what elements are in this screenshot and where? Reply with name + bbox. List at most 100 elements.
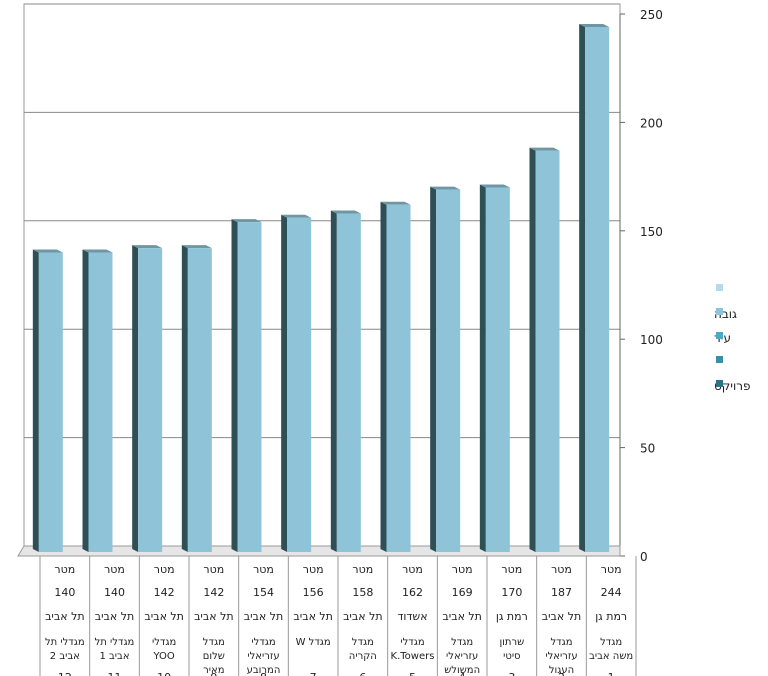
table-project-cell: עזריאלי: [446, 651, 478, 662]
legend-swatch: [716, 308, 723, 315]
bar-top: [479, 184, 510, 188]
table-unit-cell: מטר: [402, 563, 423, 576]
bar-top: [430, 186, 461, 190]
bar-side: [430, 186, 437, 552]
table-height-cell: 142: [203, 586, 224, 599]
bar: [436, 189, 461, 552]
bar-side: [181, 245, 188, 553]
x-category-label: 1: [608, 671, 615, 676]
table-project-cell: העגול: [549, 665, 574, 676]
table-project-cell: המרובע: [247, 665, 281, 676]
bar-side: [380, 201, 387, 552]
bar-side: [330, 210, 337, 552]
bar: [336, 213, 361, 552]
legend-item: עיר: [714, 326, 768, 350]
x-category-label: 11: [108, 671, 122, 676]
table-project-cell: המשולש: [444, 665, 480, 676]
table-project-cell: אביב 2: [50, 651, 80, 662]
table-height-cell: 140: [104, 586, 125, 599]
table-city-cell: רמת גן: [496, 610, 528, 623]
bar: [88, 252, 113, 553]
x-category-label: 12: [58, 671, 72, 676]
table-unit-cell: מטר: [501, 563, 522, 576]
table-project-cell: עזריאלי: [247, 651, 279, 662]
table-city-cell: תל אביב: [45, 610, 85, 623]
bar-top: [529, 147, 560, 151]
table-unit-cell: מטר: [154, 563, 175, 576]
legend-swatch: [716, 356, 723, 363]
bar-side: [231, 219, 238, 553]
table-unit-cell: מטר: [551, 563, 572, 576]
table-height-cell: 244: [601, 586, 622, 599]
table-project-cell: מגדל: [600, 637, 622, 648]
table-unit-cell: מטר: [203, 563, 224, 576]
x-category-label: 10: [157, 671, 171, 676]
table-unit-cell: מטר: [601, 563, 622, 576]
bar-side: [32, 249, 39, 553]
table-project-cell: מגדלי: [152, 637, 176, 648]
legend-swatch: [716, 284, 723, 291]
y-tick-label: 250: [640, 8, 663, 22]
x-category-label: 3: [508, 671, 515, 676]
legend-swatch: [716, 380, 723, 387]
bar-top: [132, 245, 163, 249]
bar: [585, 27, 610, 553]
table-unit-cell: מטר: [303, 563, 324, 576]
table-project-cell: מגדלי תל: [95, 637, 135, 648]
table-unit-cell: מטר: [253, 563, 274, 576]
table-project-cell: מגדל: [203, 637, 225, 648]
table-city-cell: תל אביב: [343, 610, 383, 623]
bar-side: [579, 24, 586, 553]
bar: [138, 248, 163, 553]
table-height-cell: 142: [154, 586, 175, 599]
table-city-cell: תל אביב: [194, 610, 234, 623]
legend-item: פרויקט: [714, 374, 768, 398]
bar-top: [281, 214, 312, 218]
table-city-cell: תל אביב: [244, 610, 284, 623]
x-category-label: 6: [359, 671, 366, 676]
table-unit-cell: מטר: [352, 563, 373, 576]
y-tick-label: 200: [640, 116, 663, 130]
table-project-cell: סיטי: [503, 651, 520, 662]
bar-top: [231, 219, 262, 223]
table-project-cell: מגדלי תל: [45, 637, 85, 648]
legend-item: [714, 278, 768, 302]
table-project-cell: עזריאלי: [545, 651, 577, 662]
x-category-label: 9: [210, 671, 217, 676]
bar: [187, 248, 212, 553]
table-height-cell: 156: [303, 586, 324, 599]
legend-label: פרויקט: [714, 379, 751, 393]
table-project-cell: משה אביב: [589, 651, 633, 662]
legend: גובה עיר פרויקט: [714, 278, 768, 398]
table-height-cell: 154: [253, 586, 274, 599]
bar: [38, 252, 63, 553]
bar: [485, 187, 510, 552]
table-project-cell: שלום: [203, 651, 225, 662]
table-project-cell: הקריה: [349, 651, 377, 662]
x-category-label: 4: [459, 671, 466, 676]
x-category-label: 2: [558, 671, 565, 676]
plot-floor: [17, 545, 621, 557]
table-city-cell: רמת גן: [595, 610, 627, 623]
table-city-cell: תל אביב: [542, 610, 582, 623]
bar-top: [181, 245, 212, 249]
table-project-cell: מגדלי: [251, 637, 275, 648]
table-project-cell: מגדל W: [296, 637, 331, 648]
table-unit-cell: מטר: [452, 563, 473, 576]
table-project-cell: YOO: [153, 651, 175, 662]
bar: [535, 150, 560, 553]
x-category-label: 5: [409, 671, 416, 676]
bar-side: [132, 245, 139, 553]
table-height-cell: 158: [352, 586, 373, 599]
bar-side: [82, 249, 89, 553]
table-project-cell: מגדל: [451, 637, 473, 648]
table-unit-cell: מטר: [104, 563, 125, 576]
bar-top: [579, 24, 610, 28]
y-tick-label: 150: [640, 225, 663, 239]
bar-top: [330, 210, 361, 214]
bar-side: [479, 184, 486, 552]
table-height-cell: 170: [501, 586, 522, 599]
x-category-label: 8: [260, 671, 267, 676]
table-project-cell: מגדלי: [400, 637, 424, 648]
table-city-cell: תל אביב: [95, 610, 135, 623]
